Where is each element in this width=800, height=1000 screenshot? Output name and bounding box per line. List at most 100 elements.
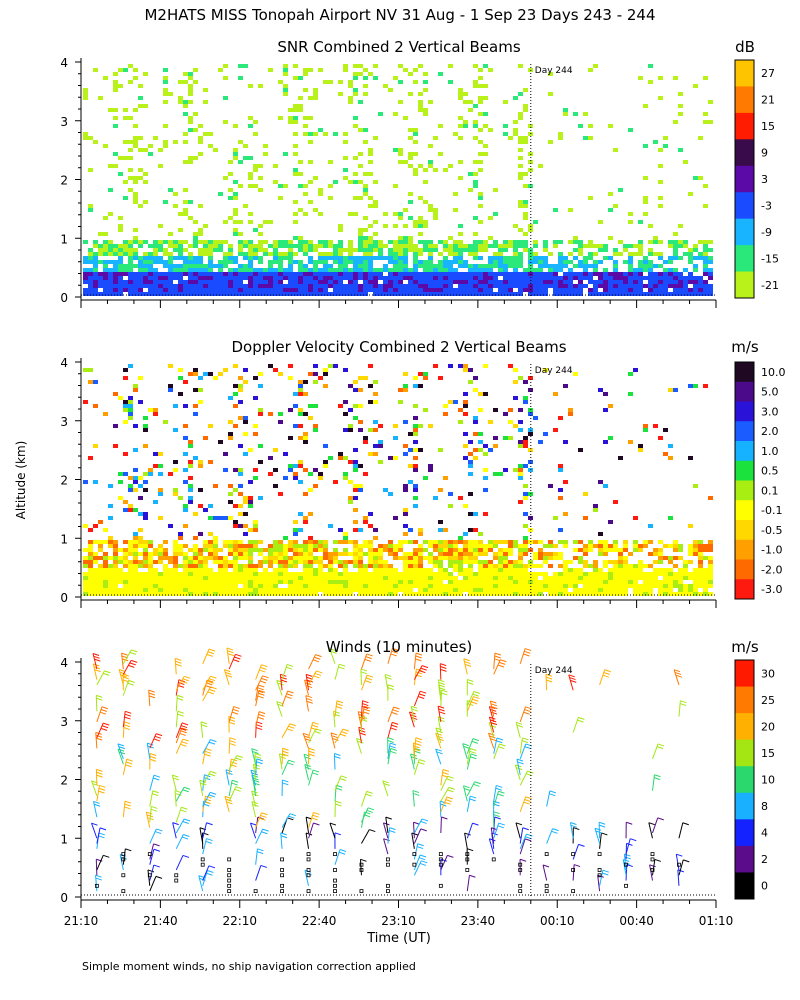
field-cell [433, 540, 438, 544]
field-cell [403, 292, 408, 296]
field-cell [228, 256, 233, 260]
field-cell [153, 548, 158, 552]
field-cell [473, 288, 478, 292]
field-cell [648, 272, 653, 276]
field-cell [133, 560, 138, 564]
field-cell [413, 264, 418, 268]
field-cell [618, 252, 623, 256]
wind-barb-flag [234, 788, 241, 792]
panel-title: SNR Combined 2 Vertical Beams [277, 38, 520, 56]
field-cell [473, 120, 478, 124]
wind-barb-flag [208, 773, 216, 777]
field-cell [538, 276, 543, 280]
field-cell [308, 404, 313, 408]
field-cell [558, 252, 563, 256]
field-cell [343, 536, 348, 540]
field-cell [463, 124, 468, 128]
field-cell [303, 584, 308, 588]
field-cell [88, 584, 93, 588]
field-cell [588, 592, 593, 596]
field-cell [338, 260, 343, 264]
field-cell [623, 592, 628, 596]
field-cell [198, 276, 203, 280]
field-cell [93, 584, 98, 588]
field-cell [363, 256, 368, 260]
wind-barb-flag [419, 670, 426, 674]
field-cell [298, 460, 303, 464]
wind-barb-flag [420, 667, 427, 671]
field-cell [163, 272, 168, 276]
field-cell [458, 568, 463, 572]
field-cell [668, 276, 673, 280]
field-cell [123, 400, 128, 404]
field-cell [128, 260, 133, 264]
field-cell [208, 244, 213, 248]
field-cell [668, 544, 673, 548]
field-cell [443, 548, 448, 552]
field-cell [283, 184, 288, 188]
field-cell [278, 268, 283, 272]
field-cell [593, 284, 598, 288]
field-cell [293, 280, 298, 284]
field-cell [473, 416, 478, 420]
wind-barb-flag [413, 745, 420, 749]
field-cell [608, 256, 613, 260]
field-cell [488, 236, 493, 240]
field-cell [663, 272, 668, 276]
field-cell [563, 284, 568, 288]
field-cell [138, 496, 143, 500]
field-cell [153, 580, 158, 584]
field-cell [673, 288, 678, 292]
field-cell [153, 452, 158, 456]
field-cell [288, 560, 293, 564]
field-cell [453, 560, 458, 564]
colorbar-label: -1.0 [761, 544, 782, 557]
field-cell [93, 280, 98, 284]
field-cell [623, 588, 628, 592]
field-cell [508, 592, 513, 596]
field-cell [493, 264, 498, 268]
field-cell [423, 248, 428, 252]
wind-barb-flag [312, 659, 320, 663]
field-cell [693, 572, 698, 576]
calm-marker [306, 868, 311, 872]
field-cell [228, 280, 233, 284]
field-cell [613, 584, 618, 588]
field-cell [303, 520, 308, 524]
field-cell [233, 544, 238, 548]
field-cell [338, 588, 343, 592]
field-cell [233, 180, 238, 184]
field-cell [103, 588, 108, 592]
field-cell [613, 284, 618, 288]
field-cell [278, 284, 283, 288]
field-cell [458, 244, 463, 248]
field-cell [428, 244, 433, 248]
field-cell [88, 292, 93, 296]
field-cell [293, 560, 298, 564]
wind-barb [382, 822, 389, 839]
field-cell [653, 280, 658, 284]
field-cell [218, 280, 223, 284]
field-cell [93, 68, 98, 72]
field-cell [88, 456, 93, 460]
field-cell [278, 588, 283, 592]
field-cell [338, 248, 343, 252]
field-cell [298, 560, 303, 564]
field-cell [468, 244, 473, 248]
field-cell [288, 576, 293, 580]
field-cell [343, 68, 348, 72]
field-cell [263, 288, 268, 292]
field-cell [553, 580, 558, 584]
wind-barb [412, 742, 415, 759]
field-cell [408, 200, 413, 204]
field-cell [463, 444, 468, 448]
colorbar-swatch [735, 139, 754, 167]
field-cell [458, 592, 463, 596]
field-cell [123, 108, 128, 112]
field-cell [513, 128, 518, 132]
field-cell [703, 184, 708, 188]
field-cell [613, 500, 618, 504]
field-cell [383, 560, 388, 564]
field-cell [458, 280, 463, 284]
wind-barb-flag [96, 768, 103, 772]
